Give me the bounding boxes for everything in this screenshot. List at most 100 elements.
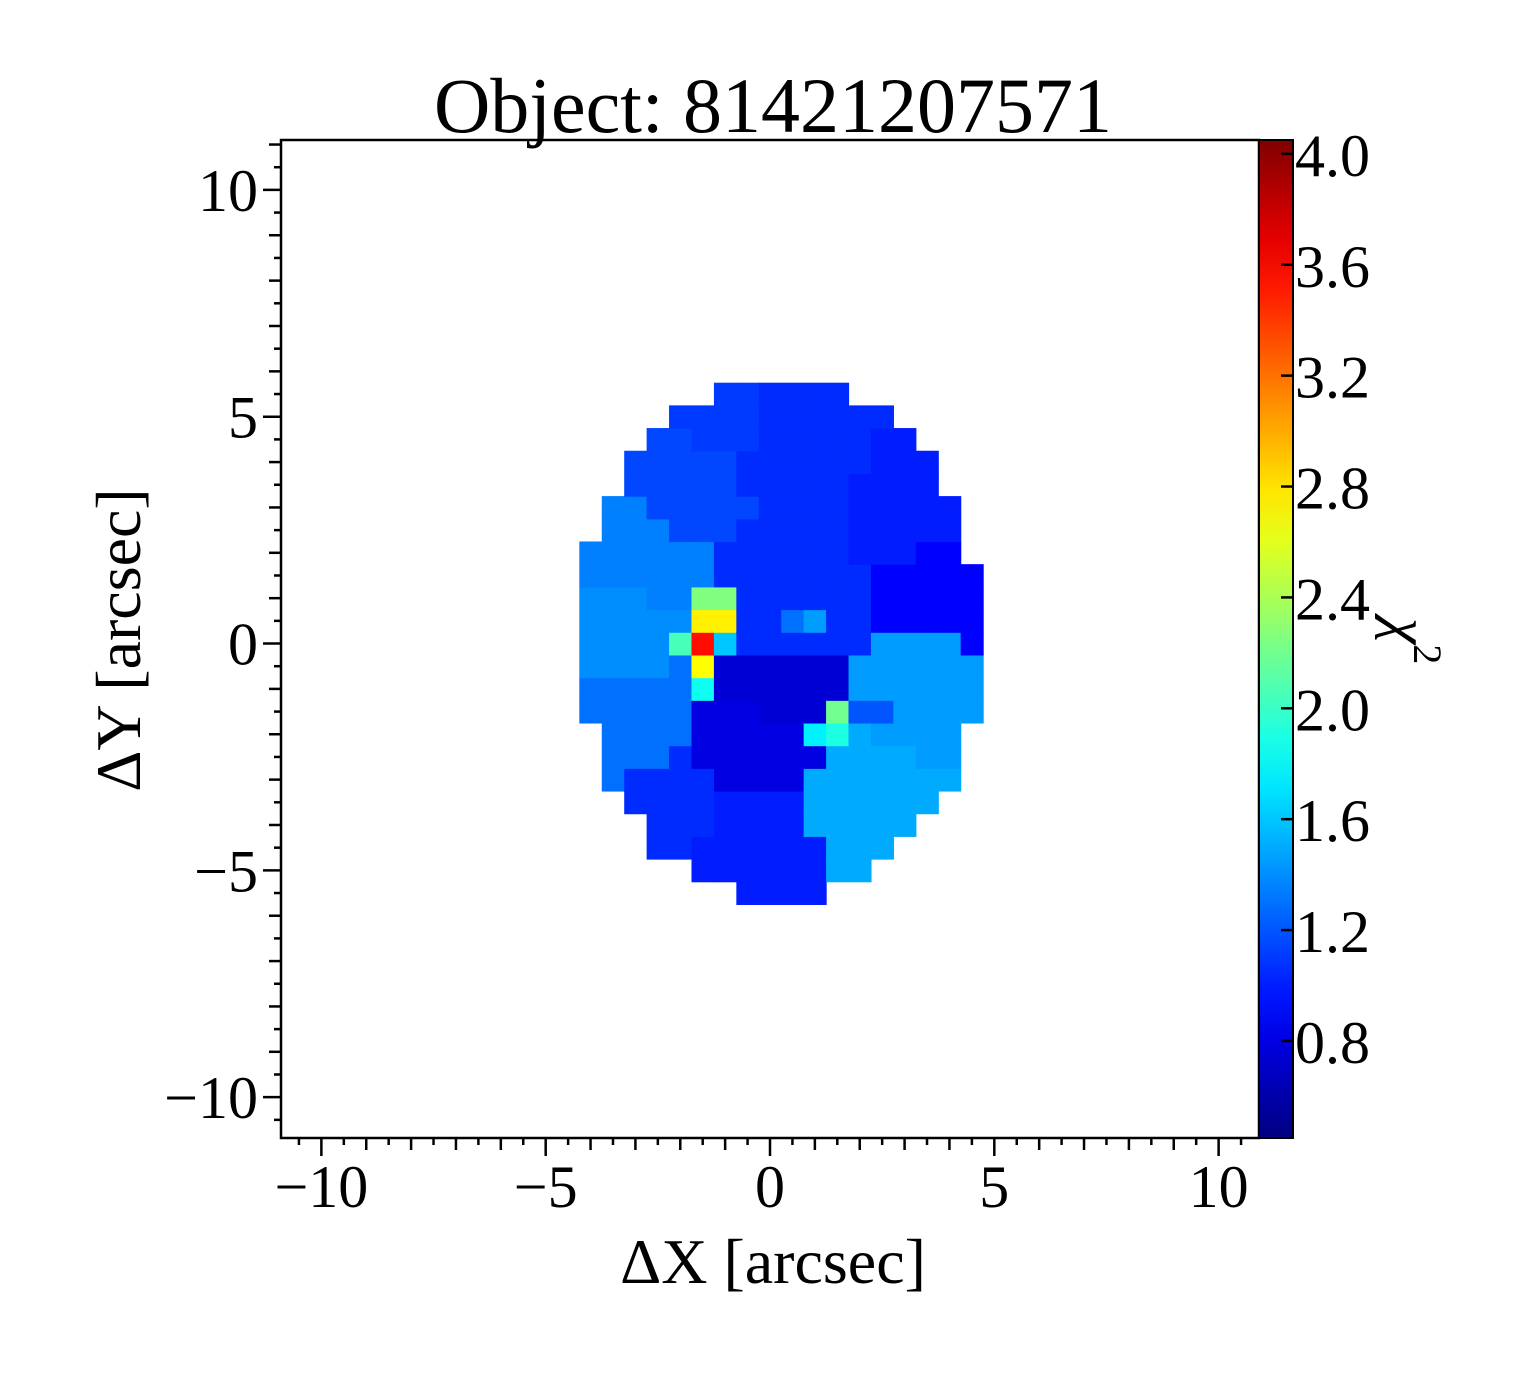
heatmap-cell [938,654,962,679]
heatmap-cell [691,859,715,883]
heatmap-cell [826,586,850,611]
heatmap-cell [691,722,715,747]
heatmap-cell [624,496,648,520]
heatmap-cell [601,518,625,543]
heatmap-cell [870,564,894,588]
heatmap-cell [803,609,827,633]
heatmap-cell [691,700,715,724]
heatmap-cell [758,881,782,905]
heatmap-cell [601,768,625,792]
heatmap-cell [646,768,670,792]
x-tick-label: 0 [755,1154,785,1220]
heatmap-cell [938,745,962,769]
heatmap-cell [646,722,670,747]
colorbar-tick-label: 4.0 [1295,123,1370,189]
heatmap-cell [646,564,670,588]
heatmap-cell [915,473,939,497]
heatmap-cell [691,609,715,633]
heatmap-cell [893,518,917,543]
x-axis-label: ΔX [arcsec] [620,1226,926,1297]
heatmap-cell [848,790,872,815]
colorbar-tick-label: 3.6 [1295,234,1370,300]
heatmap-cell [624,541,648,565]
heatmap-cell [960,677,984,701]
heatmap-cell [893,790,917,815]
heatmap-cell [736,813,760,837]
heatmap-cell [870,654,894,679]
heatmap-cell [713,405,737,429]
heatmap-cell [826,496,850,520]
x-tick-label: 10 [1189,1154,1249,1220]
heatmap-cell [826,722,850,747]
heatmap-cell [938,722,962,747]
heatmap-cell [646,586,670,611]
heatmap-cell [803,745,827,769]
heatmap-cell [826,768,850,792]
heatmap-cell [601,541,625,565]
heatmap-cell [826,518,850,543]
heatmap-cell [669,790,693,815]
heatmap-cell [669,586,693,611]
heatmap-cell [579,700,603,724]
heatmap-cell [781,428,805,452]
heatmap-cell [893,428,917,452]
heatmap-cell [870,450,894,475]
heatmap-cell [646,518,670,543]
heatmap-cell [938,700,962,724]
colorbar-tick-label: 2.0 [1295,677,1370,743]
heatmap-cell [669,745,693,769]
heatmap-cell [781,632,805,656]
heatmap-cell [669,428,693,452]
heatmap-cell [870,722,894,747]
heatmap-cell [736,859,760,883]
heatmap-cell [713,518,737,543]
heatmap-cell [646,700,670,724]
heatmap-cell [781,496,805,520]
heatmap-cell [758,768,782,792]
heatmap-cell [736,405,760,429]
heatmap-cell [781,450,805,475]
heatmap-cell [826,450,850,475]
heatmap-cell [848,450,872,475]
heatmap-cell [893,722,917,747]
heatmap-cell [803,768,827,792]
x-tick-label: −5 [514,1154,578,1220]
heatmap-cell [713,745,737,769]
heatmap-cell [848,609,872,633]
heatmap-cell [893,450,917,475]
heatmap-cell [938,586,962,611]
heatmap-cell [691,790,715,815]
y-tick-label: 0 [228,612,258,678]
colorbar-tick-label: 3.2 [1295,345,1370,411]
colorbar-tick-label: 1.6 [1295,788,1370,854]
heatmap-cell [646,677,670,701]
heatmap-cell [893,654,917,679]
heatmap-cell [893,586,917,611]
heatmap-cell [870,609,894,633]
heatmap-cell [758,609,782,633]
heatmap-cell [915,790,939,815]
heatmap-cell [781,405,805,429]
colorbar-label: χ2 [1375,613,1450,664]
heatmap-cell [736,428,760,452]
heatmap-cell [624,450,648,475]
heatmap-cell [736,382,760,406]
heatmap-cell [691,654,715,679]
heatmap-cell [758,518,782,543]
heatmap-cell [736,496,760,520]
heatmap-cell [848,586,872,611]
heatmap-cell [781,836,805,860]
heatmap-cell [736,632,760,656]
chart-title: Object: 81421207571 [434,62,1112,149]
heatmap-cell [803,836,827,860]
x-axis-ticks: −10 −5 0 5 10 [274,1138,1249,1220]
heatmap-cell [691,745,715,769]
heatmap-cell [960,609,984,633]
heatmap-cell [803,632,827,656]
heatmap-cell [736,881,760,905]
heatmap-cell [713,586,737,611]
heatmap-cell [893,632,917,656]
heatmap-cell [893,496,917,520]
heatmap-cell [893,677,917,701]
heatmap-cell [691,496,715,520]
